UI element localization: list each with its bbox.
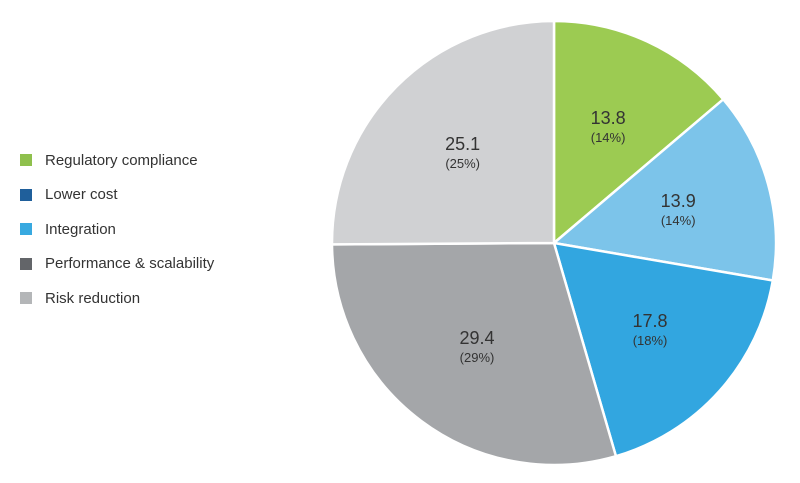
slice-percent-label: (14%) [661, 213, 696, 228]
legend-label: Regulatory compliance [45, 151, 198, 169]
legend-item: Performance & scalability [20, 247, 300, 282]
pie-slice [552, 241, 775, 458]
slice-percent-label: (14%) [591, 130, 626, 145]
legend-item: Risk reduction [20, 281, 300, 316]
legend-swatch [20, 223, 32, 236]
slice-value-label: 13.9 [661, 191, 696, 211]
pie-slice [552, 19, 726, 246]
pie-slice [330, 241, 618, 467]
slice-value-label: 17.8 [633, 311, 668, 331]
legend-label: Lower cost [45, 186, 118, 204]
legend-label: Performance & scalability [45, 255, 215, 273]
slice-percent-label: (25%) [445, 156, 480, 171]
slice-value-label: 25.1 [445, 134, 480, 154]
legend-swatch [20, 257, 32, 270]
slice-percent-label: (18%) [633, 333, 668, 348]
legend-swatch [20, 154, 32, 167]
legend-label: Integration [45, 220, 116, 238]
legend-item: Integration [20, 212, 300, 247]
legend-label: Risk reduction [45, 289, 141, 307]
slice-value-label: 29.4 [459, 328, 494, 348]
legend: Regulatory compliance Lower cost Integrati… [20, 143, 300, 316]
legend-item: Regulatory compliance [20, 143, 300, 178]
slice-percent-label: (29%) [460, 350, 495, 365]
pie-slice [551, 97, 778, 282]
pie-slice [330, 19, 556, 246]
legend-swatch [20, 292, 32, 305]
legend-swatch [20, 188, 32, 201]
legend-item: Lower cost [20, 178, 300, 213]
slice-value-label: 13.8 [591, 108, 626, 128]
